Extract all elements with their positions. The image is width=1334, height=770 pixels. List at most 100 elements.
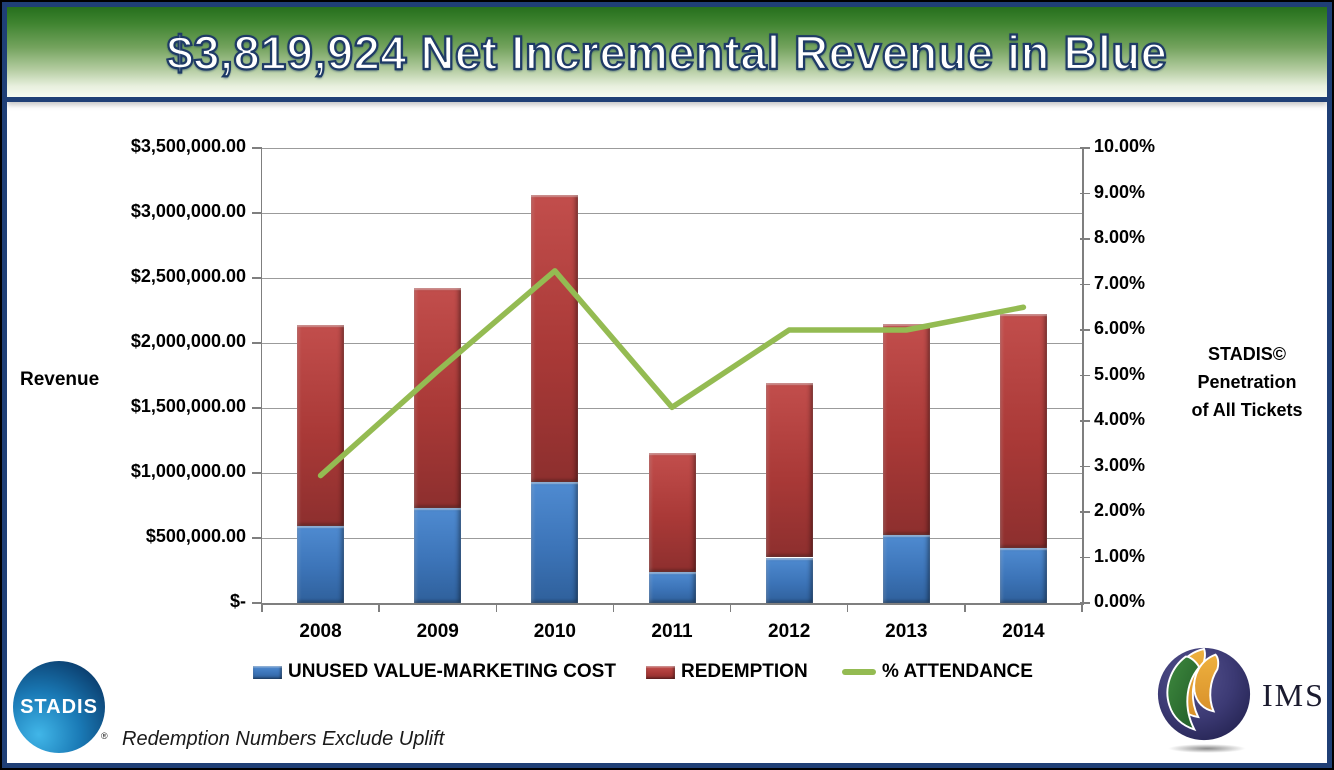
pct-axis-tick: [1080, 147, 1090, 149]
x-axis-tick: [495, 604, 498, 612]
right-axis-title-line1: STADIS©: [1208, 344, 1286, 364]
pct-axis-line: [1082, 148, 1084, 604]
y-axis-line: [260, 148, 262, 604]
x-axis-tick: [1081, 604, 1083, 612]
y-axis-label: $2,500,000.00: [130, 266, 246, 286]
bar-redemption-2009: [414, 288, 462, 509]
pct-axis-tick: [1080, 556, 1090, 559]
right-axis-title-line3: of All Tickets: [1191, 400, 1303, 420]
pct-axis-label: 4.00%: [1094, 409, 1146, 429]
pct-axis-tick: [1080, 374, 1090, 377]
legend-swatch-green-line-icon: [842, 669, 876, 675]
y-axis-tick: [252, 212, 262, 214]
bar-redemption-2008: [297, 324, 345, 527]
x-axis-tick: [964, 604, 966, 612]
stadis-registered-mark: ®: [101, 731, 108, 741]
gridline: [262, 407, 1082, 409]
legend-label-redemption: REDEMPTION: [681, 661, 808, 682]
y-axis-tick: [252, 407, 262, 409]
pct-axis-tick: [1080, 420, 1090, 422]
header-banner: $3,819,924 Net Incremental Revenue in Bl…: [7, 7, 1327, 102]
ims-logo-text: IMS: [1262, 677, 1325, 713]
x-axis-line: [260, 602, 1084, 605]
gridline: [262, 277, 1082, 279]
pct-axis-label: 6.00%: [1094, 318, 1146, 338]
legend-item-redemption: REDEMPTION: [646, 661, 808, 683]
x-axis-tick: [261, 604, 263, 612]
pct-axis-tick: [1080, 329, 1090, 331]
legend-swatch-red-bar-icon: [646, 665, 675, 679]
gridline: [262, 212, 1082, 214]
stadis-logo-icon: STADIS: [13, 661, 105, 753]
x-axis-category-label: 2010: [533, 621, 576, 642]
bar-redemption-2012: [765, 383, 813, 558]
bar-unused-value-2014: [999, 548, 1047, 603]
bar-redemption-2010: [531, 194, 579, 483]
x-axis-category-label: 2009: [416, 621, 459, 642]
x-axis-tick: [729, 604, 732, 612]
y-axis-label: $500,000.00: [145, 526, 246, 546]
pct-axis-label: 3.00%: [1094, 454, 1146, 475]
pct-axis-tick: [1080, 238, 1090, 240]
y-axis-label: $1,000,000.00: [130, 461, 246, 481]
pct-axis-label: 8.00%: [1094, 227, 1146, 247]
y-axis-tick: [252, 147, 262, 149]
ims-sphere-svg: [1157, 647, 1251, 741]
ims-logo-shadow: [1168, 744, 1246, 753]
x-axis-category-label: 2011: [651, 621, 693, 642]
x-axis-tick: [846, 604, 849, 612]
x-axis-tick: [378, 604, 380, 612]
x-axis-category-label: 2013: [885, 621, 928, 642]
pct-axis-tick: [1080, 602, 1090, 604]
y-axis-label: $-: [229, 591, 246, 611]
bar-unused-value-2011: [648, 571, 696, 603]
bar-unused-value-2013: [882, 535, 930, 603]
pct-axis-tick: [1080, 283, 1090, 286]
pct-axis-tick: [1080, 465, 1090, 468]
bar-unused-value-2010: [531, 482, 579, 603]
footnote: Redemption Numbers Exclude Uplift: [122, 728, 445, 750]
legend-item-unused-value: UNUSED VALUE-MARKETING COST: [253, 661, 616, 683]
y-axis-label: $3,000,000.00: [130, 201, 246, 221]
y-axis-tick: [252, 277, 262, 279]
legend-label-attendance: % ATTENDANCE: [882, 661, 1033, 682]
pct-axis-label: 10.00%: [1094, 136, 1156, 156]
stadis-logo-text: STADIS: [20, 695, 98, 718]
left-axis-title: Revenue: [20, 369, 100, 390]
pct-axis-tick: [1080, 192, 1090, 195]
bar-redemption-2011: [648, 452, 696, 572]
y-axis-label: $2,000,000.00: [130, 331, 246, 351]
slide-title: $3,819,924 Net Incremental Revenue in Bl…: [166, 24, 1168, 79]
x-axis-tick: [612, 604, 615, 612]
y-axis-label: $3,500,000.00: [130, 136, 246, 156]
x-axis-category-label: 2014: [1002, 621, 1045, 642]
right-axis-title: STADIS© Penetration of All Tickets: [1158, 340, 1334, 424]
x-axis-category-label: 2008: [299, 621, 342, 642]
bar-unused-value-2008: [297, 526, 345, 603]
y-axis-tick: [252, 472, 262, 474]
legend-label-unused-value: UNUSED VALUE-MARKETING COST: [288, 661, 616, 682]
pct-axis-label: 1.00%: [1094, 545, 1146, 566]
y-axis-tick: [252, 602, 262, 604]
bar-unused-value-2009: [414, 508, 462, 603]
legend-item-attendance: % ATTENDANCE: [842, 661, 1033, 683]
x-axis-category-label: 2012: [768, 621, 811, 642]
gridline: [262, 147, 1082, 149]
right-axis-title-line2: Penetration: [1197, 372, 1297, 392]
bar-redemption-2014: [999, 314, 1047, 549]
pct-axis-label: 2.00%: [1094, 500, 1146, 520]
y-axis-tick: [252, 537, 262, 539]
ims-logo-sphere-icon: [1156, 646, 1252, 742]
pct-axis-label: 0.00%: [1094, 591, 1146, 611]
pct-axis-label: 7.00%: [1094, 272, 1146, 293]
legend-swatch-blue-bar-icon: [253, 665, 282, 679]
bar-redemption-2013: [882, 323, 930, 536]
y-axis-tick: [252, 342, 262, 344]
pct-axis-label: 9.00%: [1094, 181, 1146, 202]
y-axis-label: $1,500,000.00: [130, 396, 246, 416]
bar-unused-value-2012: [765, 557, 813, 603]
gridline: [262, 342, 1082, 344]
